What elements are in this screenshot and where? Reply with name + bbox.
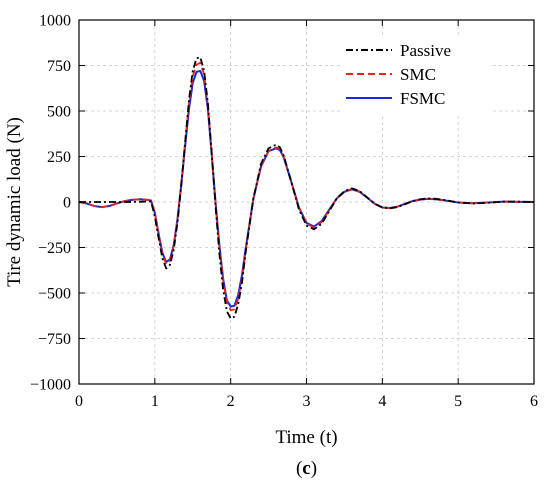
y-axis-label: Tire dynamic load (N)	[4, 117, 25, 287]
x-tick-label: 2	[227, 393, 235, 410]
panel-label-open: (	[296, 458, 302, 479]
legend-label-passive: Passive	[400, 41, 451, 60]
y-tick-label: 250	[47, 149, 71, 166]
legend-label-fsmc: FSMC	[400, 89, 445, 108]
panel-label: (c)	[296, 458, 317, 479]
y-tick-label: 750	[47, 58, 71, 75]
y-tick-label: −1000	[30, 377, 71, 394]
y-tick-label: 500	[47, 104, 71, 121]
y-tick-label: −500	[38, 286, 71, 303]
legend-label-smc: SMC	[400, 65, 436, 84]
ticks: 0 1 2 3 4 5 6 1000 750 500 250 0 −250 −500 −750 −1000	[30, 13, 538, 411]
x-tick-label: 6	[530, 393, 538, 410]
panel-label-letter: c	[302, 458, 310, 479]
panel-label-close: )	[311, 458, 317, 479]
x-tick-label: 0	[75, 393, 83, 410]
y-tick-label: 1000	[39, 13, 71, 30]
y-tick-label: −250	[38, 240, 71, 257]
series-line-passive	[79, 56, 535, 320]
y-tick-label: −750	[38, 331, 71, 348]
x-tick-label: 1	[151, 393, 159, 410]
x-tick-label: 3	[303, 393, 311, 410]
legend: Passive SMC FSMC	[340, 36, 490, 114]
y-tick-label: 0	[63, 195, 71, 212]
series-lines	[78, 56, 535, 320]
x-tick-label: 5	[454, 393, 462, 410]
x-axis-label: Time (t)	[275, 427, 337, 448]
x-tick-label: 4	[378, 393, 386, 410]
